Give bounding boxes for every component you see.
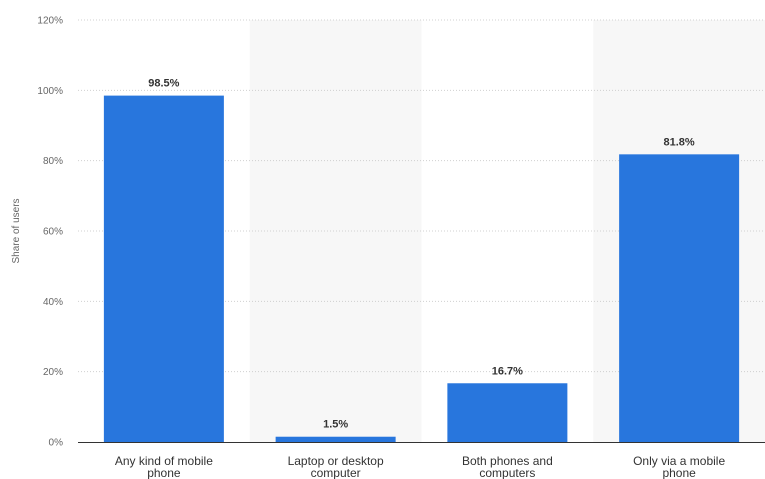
y-axis-ticks: 0% 20% 40% 60% 80% 100% 120% xyxy=(37,16,63,449)
bar xyxy=(447,383,568,442)
bars xyxy=(103,95,740,442)
y-axis-title: Share of users xyxy=(11,198,22,263)
data-label: 16.7% xyxy=(492,365,523,377)
x-tick-label: Any kind of mobile phone xyxy=(115,454,213,479)
x-tick-label: Laptop or desktop computer xyxy=(288,454,384,479)
bar xyxy=(619,154,740,442)
data-label: 98.5% xyxy=(148,78,179,90)
y-tick-label: 40% xyxy=(43,297,63,308)
x-tick-label: Only via a mobile phone xyxy=(633,454,725,479)
bar xyxy=(275,436,396,442)
y-tick-label: 80% xyxy=(43,156,63,167)
y-tick-label: 100% xyxy=(37,86,63,97)
bar xyxy=(103,95,224,442)
y-tick-label: 120% xyxy=(37,16,63,27)
x-axis-labels: Any kind of mobile phone Laptop or desktop… xyxy=(115,454,726,479)
y-tick-label: 20% xyxy=(43,367,63,378)
category-band xyxy=(249,20,422,442)
data-labels: 98.5% 1.5% 16.7% 81.8% xyxy=(148,78,695,431)
data-label: 81.8% xyxy=(664,136,695,148)
x-tick-label: Both phones and computers xyxy=(462,454,553,479)
y-tick-label: 0% xyxy=(49,438,64,449)
data-label: 1.5% xyxy=(323,419,348,431)
y-tick-label: 60% xyxy=(43,227,63,238)
